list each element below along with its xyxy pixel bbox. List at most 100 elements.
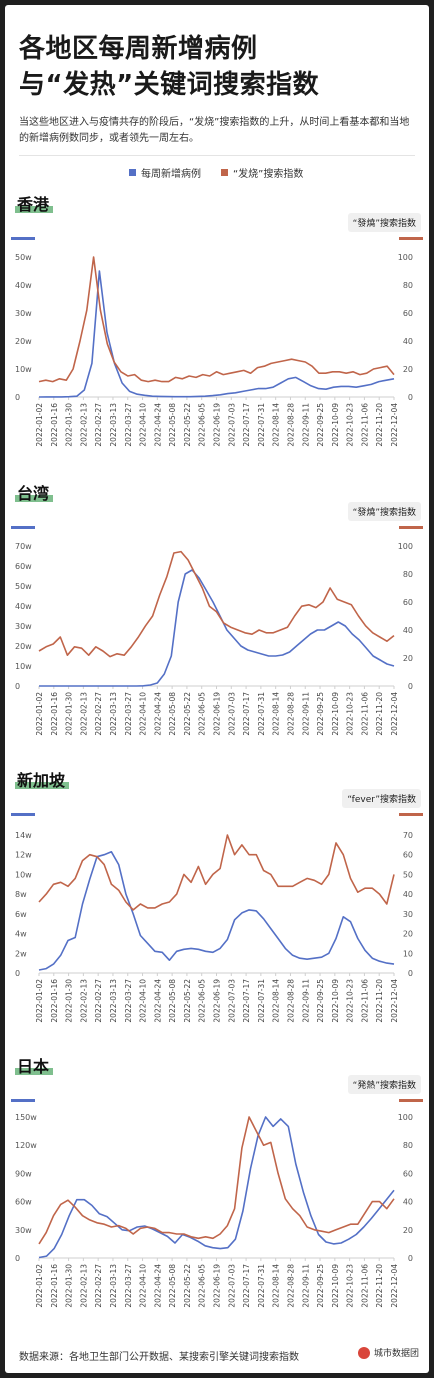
x-tick-label: 2022-08-14 (272, 692, 281, 736)
search-series-line (38, 834, 395, 911)
x-tick-label: 2022-07-03 (227, 1264, 236, 1308)
x-tick-label: 2022-03-27 (124, 1264, 133, 1308)
line-chart: 0 2w 4w 6w 8w 10w 12w 14w 0 10 20 30 40 50 60 70 2022-01… (15, 831, 413, 1023)
x-tick-label: 2022-03-13 (109, 403, 118, 447)
right-tick-label: 40 (403, 626, 413, 635)
right-tick-label: 40 (403, 890, 413, 899)
left-tick-label: 40w (15, 281, 32, 290)
x-tick-label: 2022-11-06 (360, 692, 369, 736)
x-tick-label: 2022-02-27 (94, 403, 103, 447)
x-tick-label: 2022-10-09 (331, 403, 340, 447)
x-tick-label: 2022-03-27 (124, 979, 133, 1023)
x-tick-label: 2022-07-31 (257, 692, 266, 736)
x-tick-label: 2022-10-09 (331, 1264, 340, 1308)
legend-search-swatch (221, 169, 228, 176)
right-tick-label: 40 (403, 337, 413, 346)
legend-cases-swatch (129, 169, 136, 176)
right-tick-label: 40 (403, 1198, 413, 1207)
search-series-line (38, 256, 395, 383)
x-tick-label: 2022-02-27 (94, 1264, 103, 1308)
right-tick-label: 0 (408, 1254, 413, 1263)
infographic-card: 各地区每周新增病例 与“发热”关键词搜索指数 当这些地区进入与疫情共存的阶段后，… (5, 5, 429, 1373)
x-tick-label: 2022-04-10 (139, 403, 148, 447)
left-tick-label: 14w (15, 831, 32, 840)
right-tick-label: 60 (403, 598, 413, 607)
x-tick-label: 2022-11-20 (375, 979, 384, 1023)
search-series-line (38, 1116, 395, 1245)
x-tick-label: 2022-05-22 (183, 403, 192, 447)
x-tick-label: 2022-11-06 (360, 403, 369, 447)
x-tick-label: 2022-01-16 (50, 403, 59, 447)
left-tick-label: 20w (15, 642, 32, 651)
x-tick-label: 2022-09-25 (316, 692, 325, 736)
right-tick-label: 30 (403, 910, 413, 919)
x-tick-label: 2022-09-11 (301, 979, 310, 1023)
x-tick-label: 2022-08-28 (286, 979, 295, 1023)
region-title: 台湾 (15, 480, 54, 504)
x-tick-label: 2022-11-06 (360, 979, 369, 1023)
right-tick-label: 10 (403, 949, 413, 958)
x-tick-label: 2022-12-04 (390, 692, 399, 736)
left-axis-color-cap (11, 526, 35, 529)
left-tick-label: 60w (15, 562, 32, 571)
left-tick-label: 10w (15, 870, 32, 879)
x-tick-label: 2022-02-13 (79, 403, 88, 447)
right-tick-label: 20 (403, 654, 413, 663)
left-tick-label: 50w (15, 253, 32, 262)
x-tick-label: 2022-07-03 (227, 403, 236, 447)
x-tick-label: 2022-07-17 (242, 403, 251, 447)
title-line-2: 与“发热”关键词搜索指数 (19, 70, 320, 100)
x-tick-label: 2022-07-31 (257, 1264, 266, 1308)
x-tick-label: 2022-05-08 (168, 979, 177, 1023)
x-tick-label: 2022-01-30 (65, 692, 74, 736)
region-title: 新加坡 (15, 767, 70, 791)
left-tick-label: 8w (15, 890, 27, 899)
x-tick-label: 2022-09-11 (301, 692, 310, 736)
left-tick-label: 0 (15, 393, 20, 402)
right-tick-label: 0 (408, 393, 413, 402)
x-tick-label: 2022-08-14 (272, 979, 281, 1023)
x-tick-label: 2022-01-30 (65, 403, 74, 447)
x-tick-label: 2022-04-24 (153, 1264, 162, 1308)
right-tick-label: 20 (403, 365, 413, 374)
right-axis-color-cap (399, 1099, 423, 1102)
left-tick-label: 120w (15, 1141, 37, 1150)
cases-series-line (38, 270, 395, 398)
x-tick-label: 2022-07-31 (257, 403, 266, 447)
left-tick-label: 20w (15, 337, 32, 346)
x-tick-label: 2022-06-05 (198, 692, 207, 736)
region-title: 香港 (15, 191, 54, 215)
cases-series-line (38, 850, 395, 971)
left-tick-label: 12w (15, 851, 32, 860)
cases-series-line (38, 1116, 395, 1259)
left-tick-label: 0 (15, 682, 20, 691)
x-tick-label: 2022-07-17 (242, 979, 251, 1023)
x-tick-label: 2022-06-19 (213, 979, 222, 1023)
x-tick-label: 2022-08-28 (286, 1264, 295, 1308)
legend-cases-label: 每周新增病例 (141, 169, 201, 180)
x-tick-label: 2022-06-05 (198, 403, 207, 447)
x-tick-label: 2022-07-31 (257, 979, 266, 1023)
x-tick-label: 2022-08-28 (286, 403, 295, 447)
right-tick-label: 80 (403, 1141, 413, 1150)
x-tick-label: 2022-10-09 (331, 979, 340, 1023)
left-tick-label: 10w (15, 662, 32, 671)
x-tick-label: 2022-06-19 (213, 403, 222, 447)
x-tick-label: 2022-03-13 (109, 1264, 118, 1308)
x-tick-label: 2022-04-10 (139, 692, 148, 736)
brand-logo-icon (357, 1346, 370, 1359)
x-tick-label: 2022-11-20 (375, 403, 384, 447)
cases-series-line (39, 569, 395, 687)
x-tick-label: 2022-02-13 (79, 979, 88, 1023)
x-tick-label: 2022-07-17 (242, 1264, 251, 1308)
left-tick-label: 2w (15, 949, 27, 958)
left-tick-label: 4w (15, 930, 27, 939)
x-tick-label: 2022-06-19 (213, 1264, 222, 1308)
x-tick-label: 2022-10-23 (346, 692, 355, 736)
x-tick-label: 2022-07-03 (227, 979, 236, 1023)
x-tick-label: 2022-10-23 (346, 1264, 355, 1308)
x-tick-label: 2022-04-10 (139, 979, 148, 1023)
left-tick-label: 70w (15, 542, 32, 551)
right-tick-label: 50 (403, 870, 413, 879)
divider (19, 155, 415, 156)
